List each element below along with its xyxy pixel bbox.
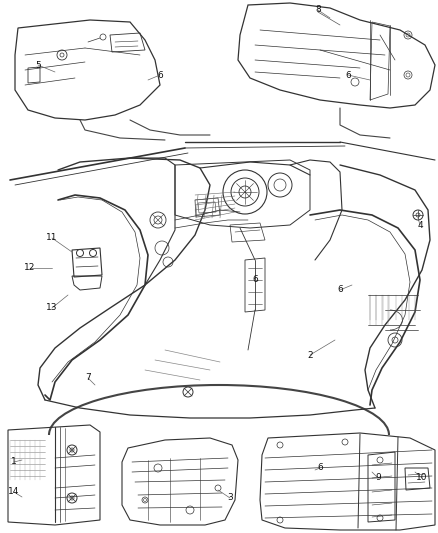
Circle shape: [89, 249, 96, 256]
Text: 9: 9: [375, 473, 381, 482]
Text: 5: 5: [35, 61, 41, 69]
Text: 6: 6: [157, 70, 163, 79]
Text: 6: 6: [337, 286, 343, 295]
Text: 11: 11: [46, 233, 58, 243]
Text: 1: 1: [11, 457, 17, 466]
Text: 12: 12: [25, 263, 35, 272]
Text: 6: 6: [345, 70, 351, 79]
Text: 2: 2: [307, 351, 313, 359]
Circle shape: [77, 249, 84, 256]
Text: 7: 7: [85, 374, 91, 383]
Text: 6: 6: [317, 464, 323, 472]
Text: 4: 4: [417, 221, 423, 230]
Text: 3: 3: [227, 494, 233, 503]
Text: 6: 6: [252, 276, 258, 285]
Text: 14: 14: [8, 488, 20, 497]
Text: 8: 8: [315, 5, 321, 14]
Text: 10: 10: [416, 473, 428, 482]
Text: 13: 13: [46, 303, 58, 312]
